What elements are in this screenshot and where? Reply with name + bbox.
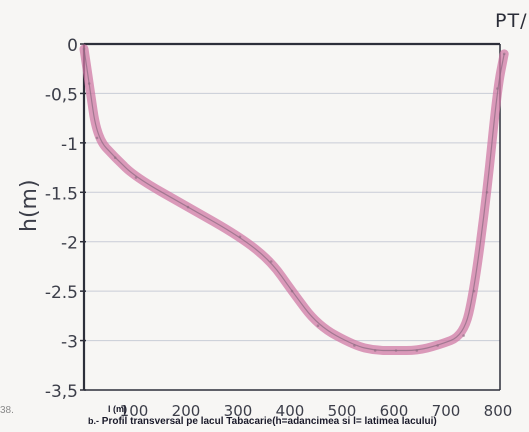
data-point [87,82,91,85]
figure-caption: b.- Profil transversal pe lacul Tabacari… [88,416,437,427]
page-number: 38. [0,405,14,416]
y-tick-label: -3 [61,333,78,353]
data-point [415,349,419,352]
data-point [485,191,489,194]
x-tick-label: 500 [328,402,357,420]
data-point [496,87,499,90]
x-tick-label: 400 [276,402,305,420]
grid-lines [84,92,500,342]
x-tick-label: 600 [380,402,409,420]
profile-line-highlight [79,44,509,355]
y-axis-label: h(m) [17,179,42,232]
y-tick-label: -2.5 [45,283,78,303]
y-tick-labels: 0 -0,5 -1 -1.5 -2 -2.5 -3 -3,5 [45,36,86,402]
data-point [353,344,356,347]
y-tick-label: -3,5 [45,382,78,402]
x-tick-label: 100 [120,402,149,420]
x-tick-label: 200 [172,402,201,420]
data-point [95,136,99,140]
y-tick-label: -2 [61,234,78,254]
data-point [134,176,138,179]
data-point [113,156,117,159]
x-tick-labels: 100 200 300 400 500 600 700 800 [120,402,513,420]
y-tick-label: -1 [61,135,78,155]
caption-prefix: b.- [88,416,99,426]
data-point [373,349,377,352]
profile-line [83,48,505,352]
data-point [82,47,86,51]
data-point [290,289,294,293]
y-tick-label: -0,5 [45,85,78,105]
data-point [316,324,320,328]
data-point [238,235,242,239]
series-layer [79,44,509,355]
x-tick-label: 800 [484,402,513,420]
data-point [186,205,190,209]
data-point [394,349,398,352]
x-tick-label: 700 [432,402,461,420]
axes [82,42,501,391]
data-point [502,52,506,56]
x-tick-label: 300 [224,402,253,420]
data-point [472,289,476,293]
data-point [462,334,465,337]
data-point [436,344,439,347]
corner-code: PT/ [495,10,528,32]
x-axis-label: l (m) [108,404,127,414]
y-tick-label: -1.5 [45,184,78,204]
y-tick-label: 0 [67,36,78,56]
caption-text: Profil transversal pe lacul Tabacarie(h=… [101,416,437,427]
data-point [269,260,273,263]
